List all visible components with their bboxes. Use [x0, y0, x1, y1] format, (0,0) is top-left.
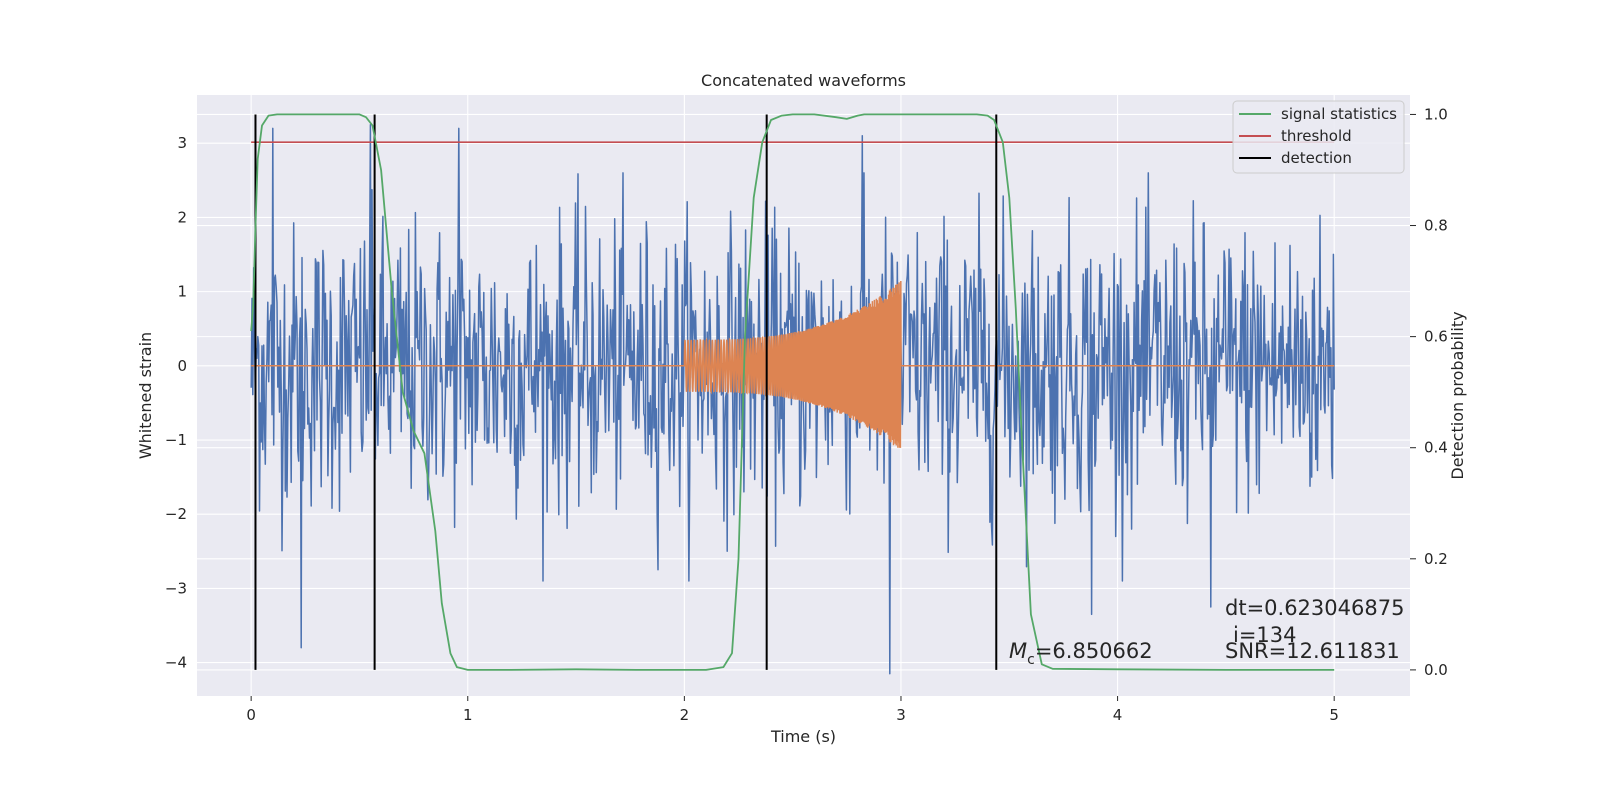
y-tick-label: 3: [177, 134, 187, 152]
y-tick-label: −4: [165, 654, 187, 672]
ticks: 0 1 2 3 4 5 −4 −3 −2 −1 0 1 2 3 0.0 0.2 0.4 0.6 0.8 1.0: [165, 105, 1448, 724]
x-tick-label: 4: [1113, 706, 1123, 724]
chirp-mass-symbol: M: [1009, 639, 1027, 663]
y2-tick-label: 0.6: [1424, 328, 1448, 346]
y-tick-label: 2: [177, 208, 187, 226]
legend-label: signal statistics: [1281, 105, 1397, 123]
y2-tick-label: 0.0: [1424, 661, 1448, 679]
series-layer: [250, 113, 1335, 675]
legend: signal statistics threshold detection: [1232, 100, 1405, 174]
template-series-line: [251, 280, 1335, 448]
annotations: Mc=6.850662 dt=0.623046875 i=134 SNR=12.…: [1009, 596, 1404, 668]
y-tick-label: −2: [165, 505, 187, 523]
x-axis-label: Time (s): [770, 727, 836, 746]
chirp-mass-value: =6.850662: [1035, 639, 1153, 663]
x-tick-label: 1: [463, 706, 473, 724]
y2-tick-label: 0.8: [1424, 217, 1448, 235]
chart-title: Concatenated waveforms: [701, 71, 906, 90]
y2-tick-label: 0.2: [1424, 550, 1448, 568]
x-tick-label: 5: [1329, 706, 1339, 724]
y-tick-label: 1: [177, 283, 187, 301]
dt-annotation: dt=0.623046875: [1225, 596, 1404, 620]
y2-tick-label: 1.0: [1424, 105, 1448, 123]
chirp-mass-annotation: Mc=6.850662: [1009, 639, 1153, 668]
y2-axis-label: Detection probability: [1448, 311, 1467, 479]
snr-annotation: SNR=12.611831: [1225, 639, 1400, 663]
y-tick-label: −3: [165, 579, 187, 597]
signal-statistics-line: [250, 113, 1335, 671]
y2-tick-label: 0.4: [1424, 439, 1448, 457]
x-tick-label: 0: [246, 706, 256, 724]
legend-label: threshold: [1281, 127, 1352, 145]
y-tick-label: −1: [165, 431, 187, 449]
index-annotation: i=134: [1233, 623, 1297, 647]
legend-box: [1232, 100, 1405, 174]
y-tick-label: 0: [177, 357, 187, 375]
y-axis-label: Whitened strain: [136, 332, 155, 459]
legend-label: detection: [1281, 149, 1352, 167]
chirp-mass-subscript: c: [1027, 652, 1035, 668]
x-tick-label: 3: [896, 706, 906, 724]
x-tick-label: 2: [680, 706, 690, 724]
noise-series-line: [250, 123, 1335, 675]
